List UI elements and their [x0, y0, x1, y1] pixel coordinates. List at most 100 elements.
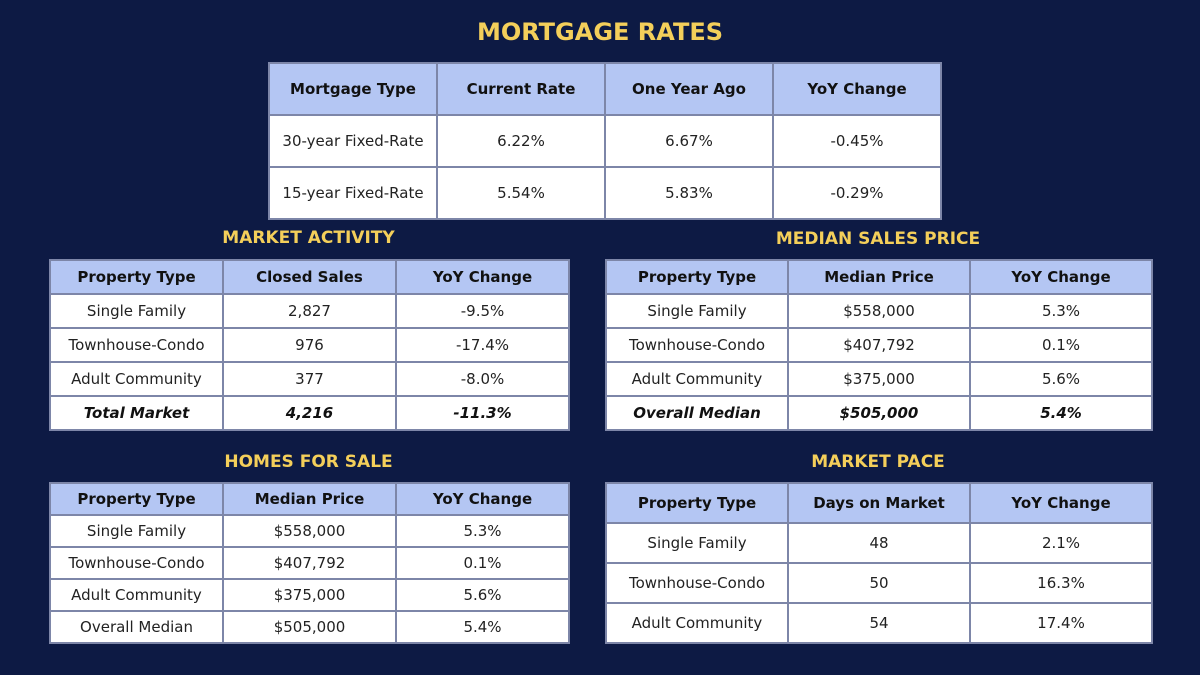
column-header: YoY Change — [969, 482, 1153, 524]
market-activity-title: MARKET ACTIVITY — [222, 228, 395, 248]
table-header-row: Mortgage Type Current Rate One Year Ago … — [268, 62, 942, 116]
column-header: YoY Change — [772, 62, 942, 116]
table-cell: $375,000 — [787, 361, 971, 397]
table-cell: 50 — [787, 562, 971, 604]
market-pace-title: MARKET PACE — [811, 452, 945, 472]
table-row: Townhouse-Condo $407,792 0.1% — [49, 546, 570, 580]
table-cell: Adult Community — [49, 361, 224, 397]
homes-for-sale-table: Property Type Median Price YoY Change Si… — [49, 482, 570, 644]
column-header: Median Price — [222, 482, 397, 516]
table-cell: -0.45% — [772, 114, 942, 168]
table-cell: 5.6% — [969, 361, 1153, 397]
median-sales-price-title: MEDIAN SALES PRICE — [775, 229, 981, 249]
table-cell: 30-year Fixed-Rate — [268, 114, 438, 168]
table-cell: Adult Community — [605, 361, 789, 397]
table-cell: 2.1% — [969, 522, 1153, 564]
table-cell: $505,000 — [222, 610, 397, 644]
table-cell: Townhouse-Condo — [49, 327, 224, 363]
table-cell: -11.3% — [395, 395, 570, 431]
table-cell: 5.6% — [395, 578, 570, 612]
table-cell: 5.3% — [969, 293, 1153, 329]
table-cell: 976 — [222, 327, 397, 363]
table-row: Single Family $558,000 5.3% — [605, 293, 1153, 329]
column-header: Property Type — [605, 259, 789, 295]
table-cell: Townhouse-Condo — [605, 562, 789, 604]
table-cell: 5.4% — [969, 395, 1153, 431]
table-header-row: Property Type Closed Sales YoY Change — [49, 259, 570, 295]
table-cell: $558,000 — [222, 514, 397, 548]
table-cell: $558,000 — [787, 293, 971, 329]
table-cell: Townhouse-Condo — [605, 327, 789, 363]
table-cell: Total Market — [49, 395, 224, 431]
column-header: Property Type — [605, 482, 789, 524]
table-row: Townhouse-Condo $407,792 0.1% — [605, 327, 1153, 363]
table-header-row: Property Type Median Price YoY Change — [49, 482, 570, 516]
table-cell: 4,216 — [222, 395, 397, 431]
table-cell: $407,792 — [222, 546, 397, 580]
table-cell: Overall Median — [605, 395, 789, 431]
table-cell: 377 — [222, 361, 397, 397]
table-row: Single Family $558,000 5.3% — [49, 514, 570, 548]
table-cell: -9.5% — [395, 293, 570, 329]
table-cell: Adult Community — [49, 578, 224, 612]
table-cell: 5.3% — [395, 514, 570, 548]
market-activity-table: Property Type Closed Sales YoY Change Si… — [49, 259, 570, 431]
table-cell: Single Family — [49, 514, 224, 548]
column-header: One Year Ago — [604, 62, 774, 116]
table-cell: 16.3% — [969, 562, 1153, 604]
table-cell: 6.67% — [604, 114, 774, 168]
table-cell: 0.1% — [969, 327, 1153, 363]
table-row: Adult Community $375,000 5.6% — [605, 361, 1153, 397]
table-cell: 54 — [787, 602, 971, 644]
table-row: 30-year Fixed-Rate 6.22% 6.67% -0.45% — [268, 114, 942, 168]
table-cell: -0.29% — [772, 166, 942, 220]
table-cell: Adult Community — [605, 602, 789, 644]
table-cell: 5.54% — [436, 166, 606, 220]
table-cell: 5.83% — [604, 166, 774, 220]
table-row: Adult Community 54 17.4% — [605, 602, 1153, 644]
mortgage-rates-table: Mortgage Type Current Rate One Year Ago … — [268, 62, 942, 220]
total-row: Total Market 4,216 -11.3% — [49, 395, 570, 431]
column-header: Property Type — [49, 259, 224, 295]
table-cell: Single Family — [605, 522, 789, 564]
column-header: Median Price — [787, 259, 971, 295]
column-header: YoY Change — [395, 259, 570, 295]
table-row: Townhouse-Condo 50 16.3% — [605, 562, 1153, 604]
table-cell: 17.4% — [969, 602, 1153, 644]
table-header-row: Property Type Median Price YoY Change — [605, 259, 1153, 295]
column-header: Mortgage Type — [268, 62, 438, 116]
column-header: Property Type — [49, 482, 224, 516]
table-cell: 6.22% — [436, 114, 606, 168]
table-row: 15-year Fixed-Rate 5.54% 5.83% -0.29% — [268, 166, 942, 220]
column-header: YoY Change — [969, 259, 1153, 295]
table-cell: Single Family — [49, 293, 224, 329]
median-sales-price-table: Property Type Median Price YoY Change Si… — [605, 259, 1153, 431]
column-header: Current Rate — [436, 62, 606, 116]
table-row: Single Family 48 2.1% — [605, 522, 1153, 564]
table-cell: -8.0% — [395, 361, 570, 397]
table-cell: 15-year Fixed-Rate — [268, 166, 438, 220]
column-header: Closed Sales — [222, 259, 397, 295]
table-cell: $505,000 — [787, 395, 971, 431]
table-row: Single Family 2,827 -9.5% — [49, 293, 570, 329]
table-row: Townhouse-Condo 976 -17.4% — [49, 327, 570, 363]
table-row: Overall Median $505,000 5.4% — [49, 610, 570, 644]
table-cell: Townhouse-Condo — [49, 546, 224, 580]
table-cell: 48 — [787, 522, 971, 564]
column-header: YoY Change — [395, 482, 570, 516]
table-header-row: Property Type Days on Market YoY Change — [605, 482, 1153, 524]
table-cell: 2,827 — [222, 293, 397, 329]
table-cell: 5.4% — [395, 610, 570, 644]
table-cell: $407,792 — [787, 327, 971, 363]
table-row: Adult Community $375,000 5.6% — [49, 578, 570, 612]
table-cell: Single Family — [605, 293, 789, 329]
total-row: Overall Median $505,000 5.4% — [605, 395, 1153, 431]
table-cell: -17.4% — [395, 327, 570, 363]
table-row: Adult Community 377 -8.0% — [49, 361, 570, 397]
table-cell: $375,000 — [222, 578, 397, 612]
homes-for-sale-title: HOMES FOR SALE — [224, 452, 393, 472]
page-title: MORTGAGE RATES — [476, 18, 724, 46]
column-header: Days on Market — [787, 482, 971, 524]
market-pace-table: Property Type Days on Market YoY Change … — [605, 482, 1153, 644]
table-cell: Overall Median — [49, 610, 224, 644]
